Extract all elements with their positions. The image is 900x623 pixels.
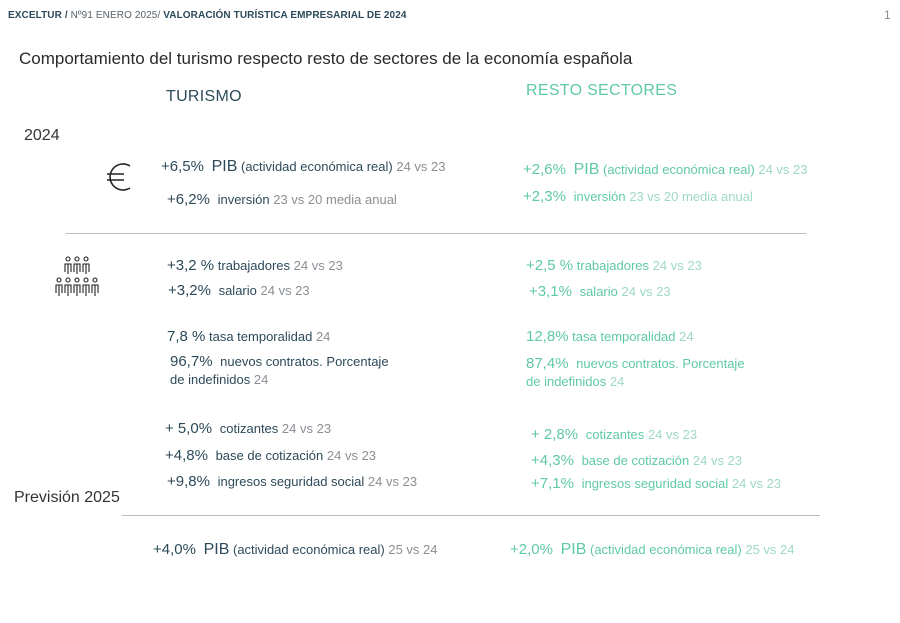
turismo-base-cotizacion: +4,8% base de cotización 24 vs 23 <box>165 447 377 464</box>
turismo-salario: +3,2% salario 24 vs 23 <box>168 282 310 299</box>
resto-trabajadores: +2,5 % trabajadores 24 vs 23 <box>526 257 702 274</box>
turismo-pib: +6,5% PIB (actividad económica real) 24 … <box>161 158 446 175</box>
column-header-resto: RESTO SECTORES <box>526 82 678 99</box>
turismo-contratos: 96,7% nuevos contratos. Porcentaje de in… <box>170 353 389 387</box>
page-title: Comportamiento del turismo respecto rest… <box>19 49 633 68</box>
people-icon <box>55 256 99 296</box>
resto-temporalidad: 12,8% tasa temporalidad 24 <box>526 328 694 345</box>
turismo-inversion: +6,2% inversión 23 vs 20 media anual <box>167 191 397 208</box>
turismo-temporalidad: 7,8 % tasa temporalidad 24 <box>167 328 331 345</box>
section-year-label: 2024 <box>24 127 60 144</box>
page-number: 1 <box>884 8 891 22</box>
header-brand: EXCELTUR / <box>8 10 68 21</box>
turismo-ingresos: +9,8% ingresos seguridad social 24 vs 23 <box>167 473 418 490</box>
divider-economy <box>66 233 806 234</box>
column-header-turismo: TURISMO <box>166 88 242 105</box>
header-title: VALORACIÓN TURÍSTICA EMPRESARIAL DE 2024 <box>163 10 407 21</box>
turismo-pib-2025: +4,0% PIB (actividad económica real) 25 … <box>153 541 438 558</box>
resto-ingresos: +7,1% ingresos seguridad social 24 vs 23 <box>531 475 782 492</box>
resto-inversion: +2,3% inversión 23 vs 20 media anual <box>523 188 753 205</box>
resto-base-cotizacion: +4,3% base de cotización 24 vs 23 <box>531 452 743 469</box>
resto-cotizantes: + 2,8% cotizantes 24 vs 23 <box>531 426 698 443</box>
euro-icon <box>107 163 131 191</box>
turismo-trabajadores: +3,2 % trabajadores 24 vs 23 <box>167 257 343 274</box>
resto-contratos: 87,4% nuevos contratos. Porcentaje de in… <box>526 355 745 389</box>
resto-pib-2025: +2,0% PIB (actividad económica real) 25 … <box>510 541 795 558</box>
turismo-cotizantes: + 5,0% cotizantes 24 vs 23 <box>165 420 332 437</box>
header-issue: Nº91 ENERO 2025/ <box>70 10 161 21</box>
divider-forecast <box>122 515 820 516</box>
resto-salario: +3,1% salario 24 vs 23 <box>529 283 671 300</box>
page-header: EXCELTUR / Nº91 ENERO 2025/ VALORACIÓN T… <box>8 10 407 21</box>
resto-pib: +2,6% PIB (actividad económica real) 24 … <box>523 161 808 178</box>
section-forecast-label: Previsión 2025 <box>14 489 120 506</box>
